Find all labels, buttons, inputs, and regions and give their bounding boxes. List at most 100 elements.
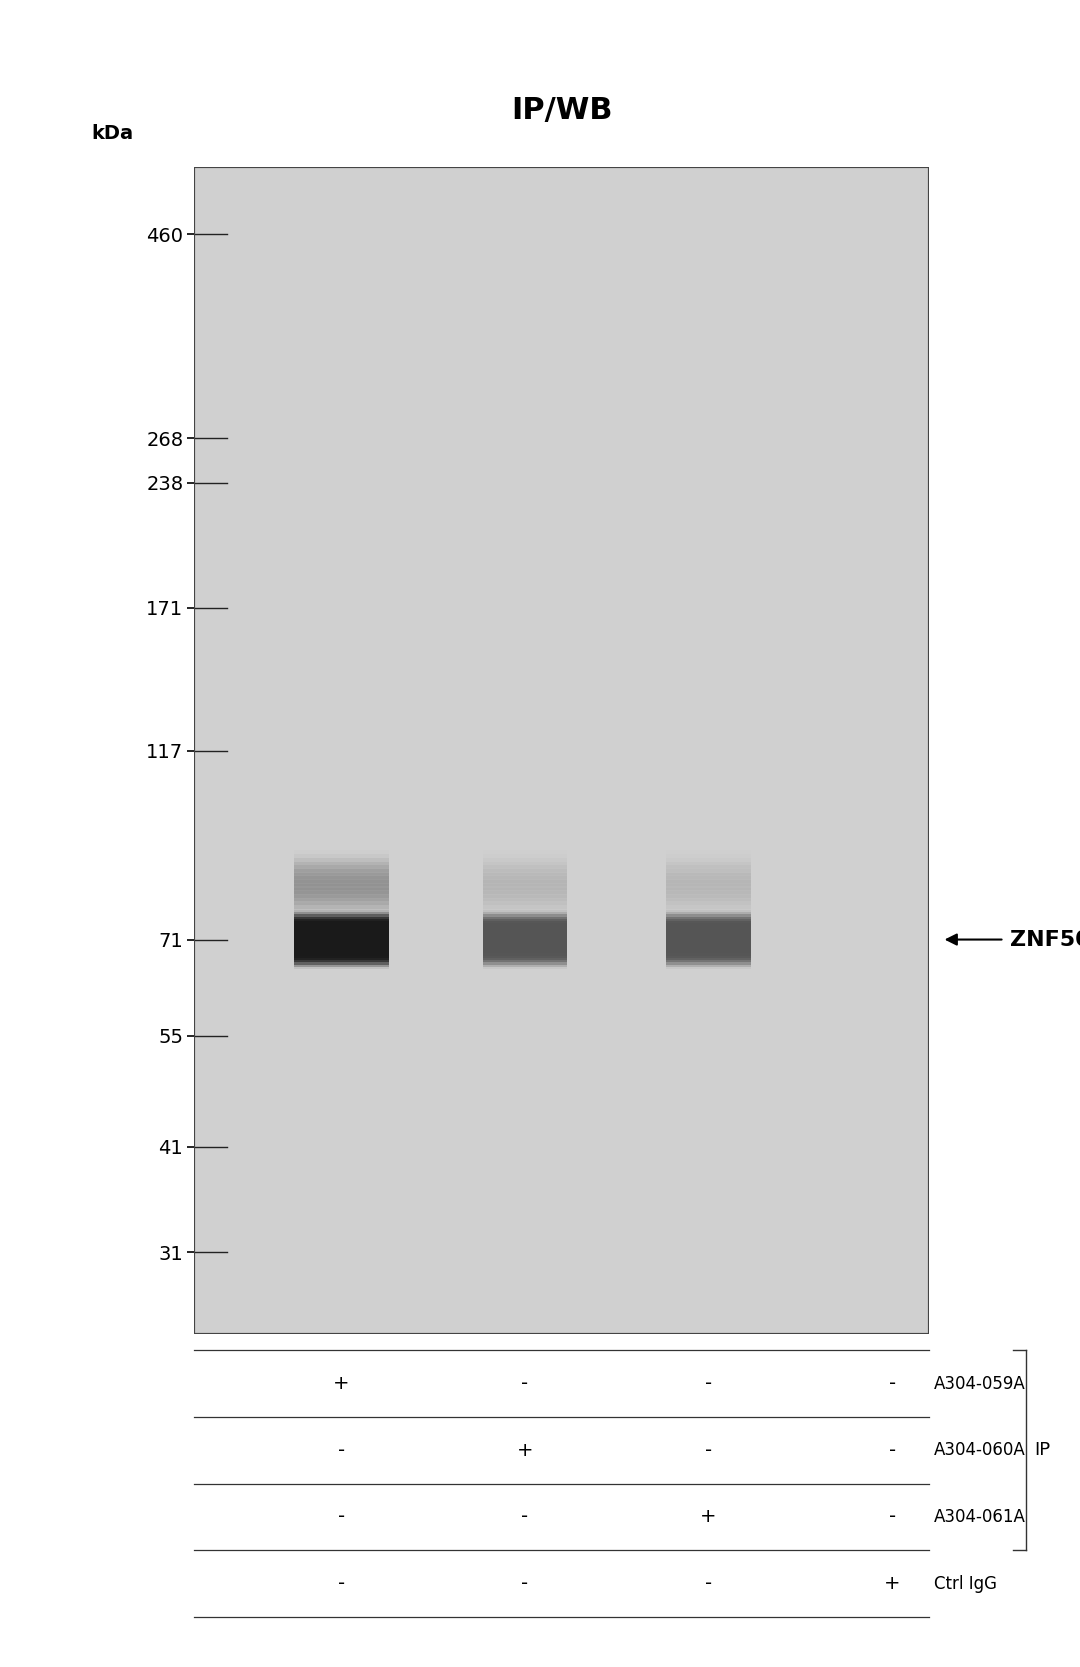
Text: -: - bbox=[338, 1574, 345, 1594]
Bar bbox=[294, 862, 389, 879]
Bar bbox=[483, 949, 567, 969]
Text: A304-061A: A304-061A bbox=[934, 1509, 1026, 1525]
Bar bbox=[483, 944, 567, 965]
Bar bbox=[294, 917, 389, 937]
Bar bbox=[666, 944, 751, 965]
Bar bbox=[666, 917, 751, 937]
Bar bbox=[294, 892, 389, 909]
Text: IP: IP bbox=[1035, 1442, 1051, 1459]
Bar bbox=[294, 880, 389, 897]
Text: +: + bbox=[883, 1574, 901, 1594]
Bar bbox=[294, 910, 389, 930]
Bar bbox=[666, 874, 751, 890]
Text: -: - bbox=[705, 1374, 712, 1394]
Bar bbox=[483, 939, 567, 960]
Bar bbox=[483, 915, 567, 935]
Text: -: - bbox=[705, 1440, 712, 1460]
Bar bbox=[483, 865, 567, 884]
Bar bbox=[294, 937, 389, 959]
Bar bbox=[294, 922, 389, 942]
Bar bbox=[666, 865, 751, 884]
Bar bbox=[294, 865, 389, 884]
Bar bbox=[666, 892, 751, 909]
Text: +: + bbox=[333, 1374, 350, 1394]
Bar bbox=[483, 924, 567, 945]
Text: -: - bbox=[889, 1507, 895, 1527]
Bar bbox=[483, 919, 567, 940]
Text: -: - bbox=[522, 1574, 528, 1594]
Bar bbox=[666, 854, 751, 872]
Bar bbox=[294, 932, 389, 954]
Bar bbox=[666, 925, 751, 947]
Bar bbox=[294, 925, 389, 947]
Bar bbox=[666, 919, 751, 940]
Bar bbox=[294, 924, 389, 945]
Bar bbox=[294, 887, 389, 905]
Bar bbox=[483, 877, 567, 894]
Text: -: - bbox=[889, 1440, 895, 1460]
Text: A304-060A: A304-060A bbox=[934, 1442, 1026, 1459]
Bar bbox=[666, 850, 751, 869]
Bar bbox=[483, 902, 567, 920]
Bar bbox=[294, 859, 389, 875]
Bar bbox=[294, 915, 389, 935]
Bar bbox=[483, 880, 567, 897]
Bar bbox=[483, 869, 567, 887]
Bar bbox=[483, 892, 567, 909]
Bar bbox=[666, 862, 751, 879]
Bar bbox=[294, 877, 389, 894]
Bar bbox=[483, 945, 567, 967]
Bar bbox=[294, 930, 389, 952]
Bar bbox=[666, 929, 751, 949]
Bar bbox=[483, 937, 567, 959]
Text: A304-059A: A304-059A bbox=[934, 1375, 1026, 1392]
Bar bbox=[666, 915, 751, 935]
Text: +: + bbox=[700, 1507, 717, 1527]
Bar bbox=[483, 859, 567, 875]
Text: -: - bbox=[522, 1507, 528, 1527]
Bar bbox=[666, 895, 751, 912]
Text: -: - bbox=[705, 1574, 712, 1594]
Bar bbox=[666, 887, 751, 905]
Bar bbox=[666, 942, 751, 962]
Bar bbox=[666, 884, 751, 902]
Text: +: + bbox=[516, 1440, 534, 1460]
Bar bbox=[483, 862, 567, 879]
Bar bbox=[483, 895, 567, 912]
Text: -: - bbox=[522, 1374, 528, 1394]
Bar bbox=[666, 930, 751, 952]
Bar bbox=[483, 932, 567, 954]
Bar bbox=[483, 930, 567, 952]
Bar bbox=[483, 887, 567, 905]
Bar bbox=[483, 912, 567, 934]
Bar bbox=[666, 912, 751, 934]
Bar bbox=[666, 869, 751, 887]
Bar bbox=[483, 854, 567, 872]
Bar bbox=[294, 912, 389, 934]
Bar bbox=[294, 854, 389, 872]
Bar bbox=[483, 925, 567, 947]
Bar bbox=[483, 917, 567, 937]
Bar bbox=[666, 880, 751, 897]
Bar bbox=[294, 942, 389, 962]
Bar bbox=[483, 884, 567, 902]
Text: -: - bbox=[889, 1374, 895, 1394]
Bar bbox=[666, 877, 751, 894]
Bar bbox=[294, 869, 389, 887]
Text: Ctrl IgG: Ctrl IgG bbox=[934, 1575, 997, 1592]
Bar bbox=[483, 899, 567, 917]
Bar bbox=[294, 902, 389, 920]
Bar bbox=[294, 895, 389, 912]
Bar bbox=[666, 899, 751, 917]
Bar bbox=[666, 932, 751, 954]
Bar bbox=[666, 939, 751, 960]
Bar bbox=[483, 922, 567, 942]
Text: IP/WB: IP/WB bbox=[511, 97, 612, 125]
Bar bbox=[666, 924, 751, 945]
Bar bbox=[666, 922, 751, 942]
Bar bbox=[666, 902, 751, 920]
Bar bbox=[294, 899, 389, 917]
Bar bbox=[666, 859, 751, 875]
Bar bbox=[294, 944, 389, 965]
Bar bbox=[483, 910, 567, 930]
